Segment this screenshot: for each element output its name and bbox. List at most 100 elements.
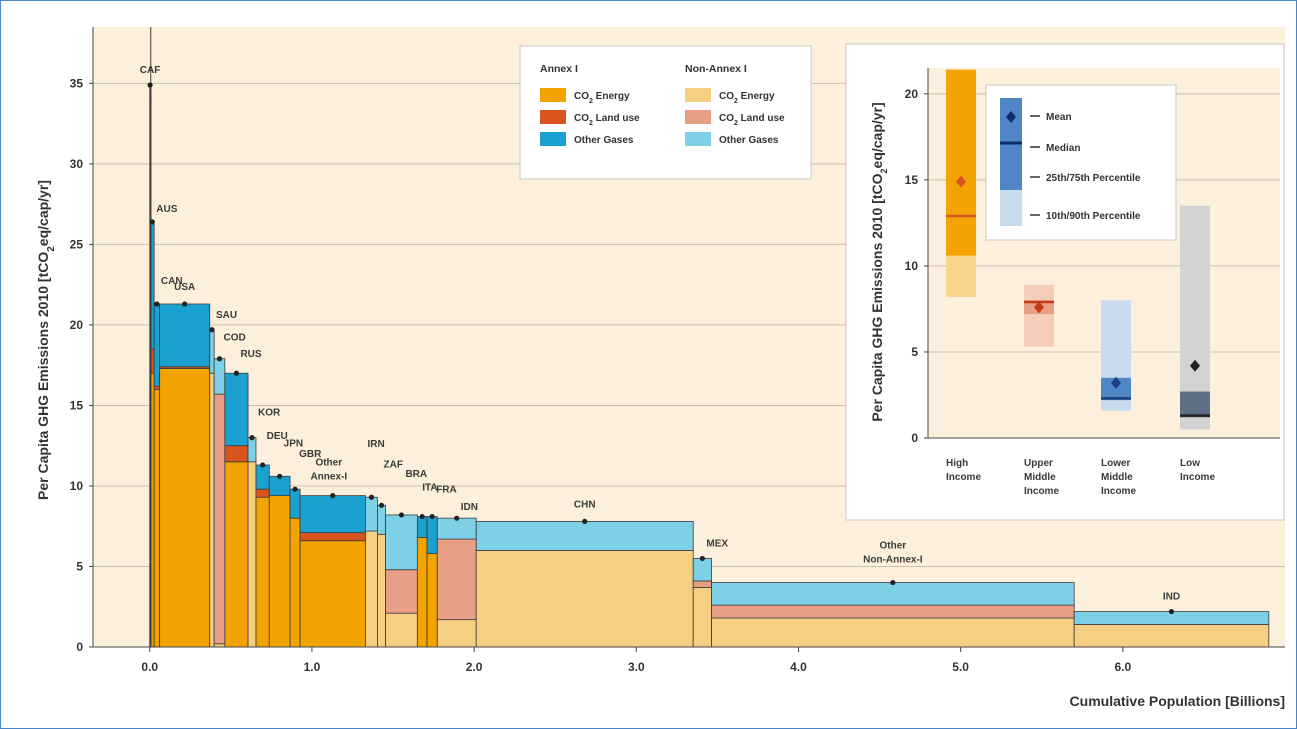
bar-zaf-energy: [377, 533, 386, 648]
inset-y-tick-label: 0: [911, 431, 918, 445]
bar-top-marker: [582, 518, 588, 524]
x-tick-label: 4.0: [790, 660, 807, 674]
bar-top-marker: [699, 555, 705, 562]
legend-swatch: [685, 132, 711, 146]
bar-bra-land-use: [385, 569, 418, 614]
bar-other-annex-i-energy: [299, 540, 366, 648]
legend-swatch: [685, 110, 711, 124]
x-tick-label: 6.0: [1114, 660, 1131, 674]
bar-top-marker: [398, 512, 405, 518]
y-axis-title: Per Capita GHG Emissions 2010 [tCO2eq/ca…: [35, 180, 57, 500]
legend-group-title: Non-Annex I: [685, 63, 747, 75]
x-tick-label: 2.0: [466, 660, 483, 674]
y-tick-label: 35: [70, 76, 84, 90]
bar-can-land-use: [153, 385, 161, 390]
bar-irn-energy: [365, 530, 378, 648]
inset-category-label: High Income: [946, 458, 981, 483]
bar-idn-other-gases: [436, 517, 477, 540]
bar-can-energy: [153, 388, 161, 648]
country-label: DEU: [267, 431, 288, 442]
country-label: COD: [223, 333, 245, 344]
bar-top-marker: [149, 219, 155, 225]
country-label: IND: [1163, 592, 1180, 603]
bar-top-marker: [233, 370, 240, 376]
bar-top-marker: [147, 82, 153, 88]
country-label: ITA: [422, 483, 437, 494]
bar-other-non-annex-i-energy: [711, 617, 1075, 648]
inset-legend-label: 25th/75th Percentile: [1046, 173, 1141, 184]
bar-ita-other-gases: [416, 516, 428, 538]
bar-top-marker: [209, 327, 215, 333]
inset-category-label: Upper Middle Income: [1024, 458, 1059, 497]
country-label: CAN: [161, 276, 183, 287]
country-label: AUS: [156, 204, 177, 215]
bar-irn-other-gases: [365, 496, 378, 532]
inset-mean-marker: [1034, 301, 1044, 314]
x-axis-title: Cumulative Population [Billions]: [1070, 693, 1285, 709]
inset-panel: 0 5 10 15 20 Per Capita GHG Emissions 2010 [t…: [845, 43, 1285, 521]
inset-category-label: Low Income: [1180, 458, 1215, 483]
bar-sau-other-gases: [209, 329, 215, 374]
inset-mean-marker: [1190, 359, 1200, 372]
country-label: GBR: [299, 449, 322, 460]
y-tick-label: 20: [70, 318, 84, 332]
bar-gbr-energy: [289, 517, 301, 648]
bar-mex-other-gases: [692, 558, 712, 582]
bar-top-marker: [249, 435, 255, 441]
inset-y-tick-label: 15: [905, 173, 919, 187]
legend-swatch: [540, 110, 566, 124]
legend-label: CO2 Energy: [574, 91, 630, 105]
bar-top-marker: [277, 473, 283, 479]
bar-top-marker: [429, 513, 435, 520]
inset-box-25-75: [1180, 391, 1210, 418]
bar-chn-other-gases: [475, 520, 694, 551]
y-tick-label: 5: [76, 559, 83, 573]
bar-top-marker: [419, 513, 425, 520]
bar-other-non-annex-i-land-use: [711, 604, 1075, 619]
bar-rus-land-use: [224, 445, 249, 463]
legend-label: Other Gases: [719, 135, 779, 146]
country-label: Other Annex-I: [310, 458, 347, 483]
bar-mex-energy: [692, 587, 712, 648]
x-tick-label: 3.0: [628, 660, 645, 674]
bar-zaf-other-gases: [377, 504, 386, 535]
bar-fra-other-gases: [426, 516, 438, 554]
bar-fra-energy: [426, 553, 438, 648]
bar-bra-energy: [385, 612, 418, 648]
bar-kor-other-gases: [247, 437, 257, 463]
inset-category-label: Lower Middle Income: [1101, 458, 1136, 497]
bar-jpn-other-gases: [268, 475, 291, 497]
bar-mex-land-use: [692, 580, 712, 588]
country-label: ZAF: [384, 459, 403, 470]
bar-top-marker: [454, 515, 460, 521]
bar-jpn-energy: [268, 495, 291, 648]
inset-mean-marker: [1111, 376, 1121, 389]
country-label: BRA: [405, 469, 427, 480]
legend-swatch: [685, 88, 711, 102]
bar-other-non-annex-i-other-gases: [711, 582, 1075, 606]
inset-box-25-75: [1101, 377, 1131, 401]
legend-swatch: [540, 132, 566, 146]
bar-deu-other-gases: [255, 464, 270, 490]
country-label: CAF: [140, 65, 161, 76]
inset-legend: Mean Median 25th/75th Percentile 10th/90th …: [985, 84, 1177, 241]
x-tick-label: 1.0: [304, 660, 321, 674]
inset-legend-label: Mean: [1046, 112, 1072, 123]
bar-deu-land-use: [255, 488, 270, 498]
inset-y-axis-title: Per Capita GHG Emissions 2010 [tCO2eq/ca…: [869, 102, 889, 421]
legend-label: Other Gases: [574, 135, 634, 146]
inset-box-25-75: [946, 69, 976, 256]
inset-y-tick-label: 5: [911, 345, 918, 359]
y-tick-label: 15: [70, 398, 84, 412]
inset-legend-mean: [1006, 111, 1016, 123]
bar-deu-energy: [255, 496, 270, 648]
bar-cod-land-use: [213, 393, 226, 645]
inset-y-tick-label: 10: [905, 259, 919, 273]
bar-usa-other-gases: [159, 303, 211, 368]
country-label: IRN: [367, 439, 384, 450]
bar-usa-energy: [159, 368, 211, 648]
bar-top-marker: [890, 579, 896, 586]
bar-top-marker: [154, 301, 160, 307]
